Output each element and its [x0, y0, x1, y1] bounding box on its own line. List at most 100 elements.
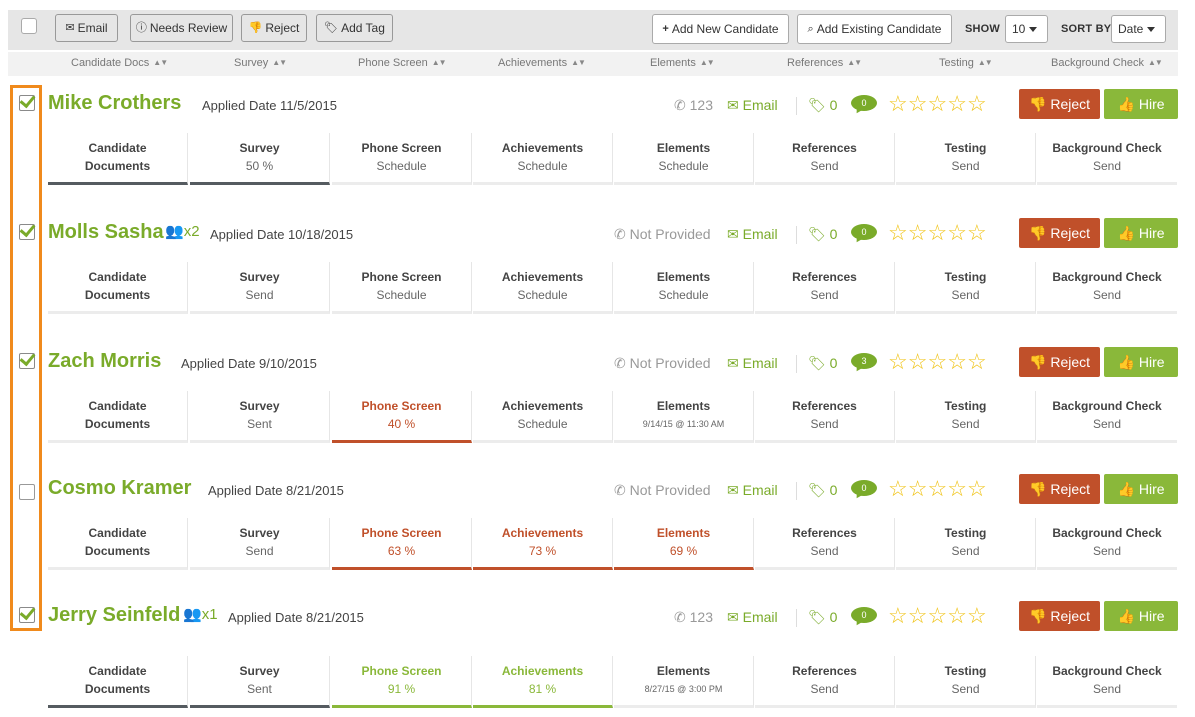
stage-value[interactable]: Send — [245, 544, 274, 558]
bulk-email-button[interactable]: ✉ Email — [55, 14, 118, 42]
reject-button[interactable]: 👎 Reject — [1019, 474, 1100, 504]
stage-value[interactable]: 50 % — [245, 159, 274, 173]
stage-value[interactable]: 81 % — [528, 682, 557, 696]
star-icon[interactable]: ☆ — [947, 220, 967, 245]
reject-button[interactable]: 👎 Reject — [1019, 601, 1100, 631]
comments-bubble[interactable]: 0 — [851, 95, 877, 116]
stage-value[interactable]: Send — [1092, 159, 1122, 173]
hire-button[interactable]: 👍 Hire — [1104, 89, 1178, 119]
star-icon[interactable]: ☆ — [907, 349, 928, 374]
stage-cell[interactable]: Achievements Schedule — [473, 391, 613, 443]
stage-cell[interactable]: Survey Sent — [190, 656, 330, 708]
stage-cell[interactable]: Background Check Send — [1037, 656, 1177, 708]
tag-count[interactable]: 🏷 0 — [808, 355, 837, 372]
email-link[interactable]: ✉ Email — [727, 609, 778, 626]
star-icon[interactable]: ☆ — [888, 91, 908, 116]
stage-cell[interactable]: Elements Schedule — [614, 133, 754, 185]
stage-value[interactable]: Send — [1092, 544, 1122, 558]
star-icon[interactable]: ☆ — [947, 603, 967, 628]
stage-value[interactable]: Send — [951, 544, 980, 558]
candidate-name-link[interactable]: Mike Crothers — [48, 92, 182, 114]
stage-cell[interactable]: Achievements Schedule — [473, 262, 613, 314]
sort-by-select[interactable]: Date — [1111, 15, 1166, 43]
comments-bubble[interactable]: 0 — [851, 480, 877, 501]
add-new-candidate-button[interactable]: + Add New Candidate — [652, 14, 789, 44]
stage-cell[interactable]: Elements 9/14/15 @ 11:30 AM — [614, 391, 754, 443]
stage-cell[interactable]: Phone Screen 91 % — [332, 656, 472, 708]
star-icon[interactable]: ☆ — [888, 476, 908, 501]
stage-value[interactable]: 40 % — [387, 417, 416, 431]
star-icon[interactable]: ☆ — [947, 476, 967, 501]
column-header[interactable]: References ▲▼ — [787, 57, 862, 69]
stage-cell[interactable]: Achievements Schedule — [473, 133, 613, 185]
show-count-select[interactable]: 10 — [1005, 15, 1048, 43]
stage-cell[interactable]: Candidate Documents — [48, 518, 188, 570]
stage-cell[interactable]: References Send — [755, 656, 895, 708]
candidate-checkbox[interactable] — [19, 95, 35, 111]
comments-bubble[interactable]: 3 — [851, 353, 877, 374]
tag-count[interactable]: 🏷 0 — [808, 226, 837, 243]
stage-value[interactable]: 63 % — [387, 544, 416, 558]
comments-bubble[interactable]: 0 — [851, 224, 877, 245]
needs-review-button[interactable]: ⓘ Needs Review — [130, 14, 233, 42]
candidate-checkbox[interactable] — [19, 353, 35, 369]
bulk-reject-button[interactable]: 👎 Reject — [241, 14, 307, 42]
star-icon[interactable]: ☆ — [907, 220, 928, 245]
candidate-name-link[interactable]: Cosmo Kramer — [48, 477, 192, 499]
star-icon[interactable]: ☆ — [907, 603, 928, 628]
add-existing-candidate-button[interactable]: ⌕ Add Existing Candidate — [797, 14, 952, 44]
column-header[interactable]: Testing ▲▼ — [939, 57, 993, 69]
stage-value[interactable]: 73 % — [528, 544, 557, 558]
stage-cell[interactable]: Background Check Send — [1037, 262, 1177, 314]
stage-value[interactable]: Send — [810, 288, 839, 302]
stage-value[interactable]: Schedule — [376, 288, 427, 302]
star-icon[interactable]: ☆ — [888, 220, 908, 245]
star-icon[interactable]: ☆ — [907, 476, 928, 501]
stage-cell[interactable]: Survey Send — [190, 262, 330, 314]
stage-value[interactable]: 69 % — [669, 544, 698, 558]
star-rating[interactable]: ☆☆☆☆☆ — [888, 91, 987, 117]
star-icon[interactable]: ☆ — [966, 91, 987, 116]
stage-cell[interactable]: Phone Screen Schedule — [332, 133, 472, 185]
star-rating[interactable]: ☆☆☆☆☆ — [888, 349, 987, 375]
stage-value[interactable]: Send — [245, 288, 274, 302]
stage-cell[interactable]: Background Check Send — [1037, 391, 1177, 443]
stage-value[interactable]: Sent — [247, 682, 272, 696]
stage-value[interactable]: Send — [810, 159, 839, 173]
stage-cell[interactable]: Survey 50 % — [190, 133, 330, 185]
hire-button[interactable]: 👍 Hire — [1104, 474, 1178, 504]
column-header[interactable]: Achievements ▲▼ — [498, 57, 586, 69]
stage-value[interactable]: Sent — [247, 417, 272, 431]
stage-value[interactable]: Schedule — [376, 159, 427, 173]
stage-value[interactable]: Send — [1092, 682, 1122, 696]
stage-cell[interactable]: Testing Send — [896, 262, 1036, 314]
stage-value[interactable]: Send — [951, 159, 980, 173]
stage-value[interactable]: 91 % — [387, 682, 416, 696]
stage-cell[interactable]: References Send — [755, 262, 895, 314]
stage-value[interactable]: Send — [810, 417, 839, 431]
email-link[interactable]: ✉ Email — [727, 482, 778, 499]
stage-cell[interactable]: Phone Screen Schedule — [332, 262, 472, 314]
star-icon[interactable]: ☆ — [966, 476, 987, 501]
stage-cell[interactable]: Survey Sent — [190, 391, 330, 443]
column-header[interactable]: Elements ▲▼ — [650, 57, 715, 69]
email-link[interactable]: ✉ Email — [727, 97, 778, 114]
stage-value[interactable]: 9/14/15 @ 11:30 AM — [642, 419, 725, 429]
candidate-name-link[interactable]: Molls Sasha — [48, 221, 164, 243]
candidate-name-link[interactable]: Jerry Seinfeld — [48, 604, 181, 626]
stage-value[interactable]: Send — [810, 544, 839, 558]
candidate-name-link[interactable]: Zach Morris — [48, 350, 162, 372]
hire-button[interactable]: 👍 Hire — [1104, 601, 1178, 631]
stage-cell[interactable]: Elements 69 % — [614, 518, 754, 570]
star-rating[interactable]: ☆☆☆☆☆ — [888, 220, 987, 246]
star-rating[interactable]: ☆☆☆☆☆ — [888, 603, 987, 629]
comments-bubble[interactable]: 0 — [851, 607, 877, 628]
star-icon[interactable]: ☆ — [966, 349, 987, 374]
star-icon[interactable]: ☆ — [966, 220, 987, 245]
hire-button[interactable]: 👍 Hire — [1104, 218, 1178, 248]
candidate-checkbox[interactable] — [19, 224, 35, 240]
hire-button[interactable]: 👍 Hire — [1104, 347, 1178, 377]
stage-value[interactable]: Send — [1092, 417, 1122, 431]
reject-button[interactable]: 👎 Reject — [1019, 347, 1100, 377]
tag-count[interactable]: 🏷 0 — [808, 97, 837, 114]
